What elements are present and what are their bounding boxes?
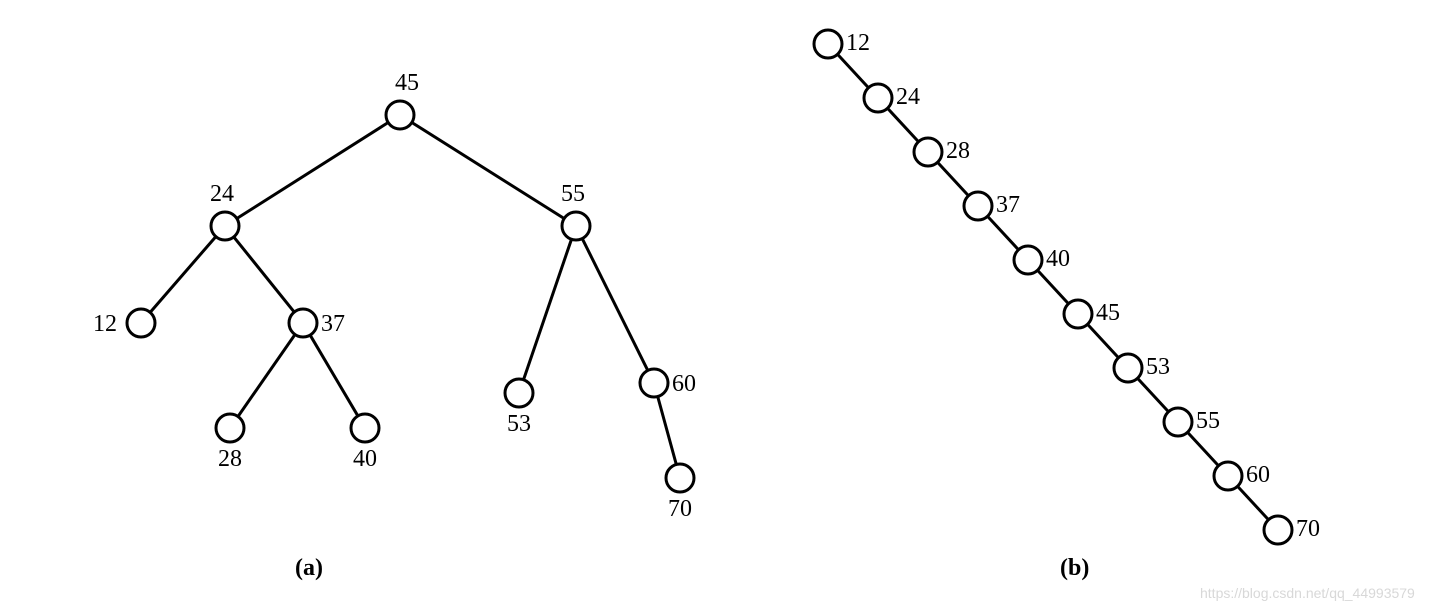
tree-node [127, 309, 155, 337]
tree-node-label: 40 [1046, 246, 1070, 272]
tree-edge [234, 237, 294, 312]
caption-b: (b) [1060, 555, 1089, 582]
tree-edge [1238, 486, 1269, 519]
tree-node [289, 309, 317, 337]
tree-edge [938, 162, 969, 195]
tree-node [386, 101, 414, 129]
tree-node-label: 24 [896, 84, 920, 110]
tree-edge [412, 122, 564, 218]
tree-edge [582, 239, 648, 371]
tree-edge [238, 334, 295, 416]
tree-node [562, 212, 590, 240]
tree-node [1064, 300, 1092, 328]
tree-node-label: 60 [672, 371, 696, 397]
tree-edge [1088, 324, 1119, 357]
watermark-text: https://blog.csdn.net/qq_44993579 [1200, 585, 1415, 601]
tree-node [666, 464, 694, 492]
tree-node [351, 414, 379, 442]
tree-node-label: 37 [321, 311, 345, 337]
tree-node-label: 70 [668, 496, 692, 522]
tree-edge [1138, 378, 1169, 411]
tree-node [964, 192, 992, 220]
tree-edge [888, 108, 919, 141]
tree-node-label: 53 [1146, 354, 1170, 380]
tree-node-label: 45 [1096, 300, 1120, 326]
tree-node [216, 414, 244, 442]
tree-node [640, 369, 668, 397]
tree-edge [988, 216, 1019, 249]
tree-node [1014, 246, 1042, 274]
tree-node-label: 28 [218, 446, 242, 472]
tree-node [1214, 462, 1242, 490]
tree-node-label: 60 [1246, 462, 1270, 488]
tree-node [914, 138, 942, 166]
tree-node [1164, 408, 1192, 436]
tree-node-label: 12 [93, 311, 117, 337]
tree-node [211, 212, 239, 240]
tree-node-label: 45 [395, 70, 419, 96]
tree-node-label: 53 [507, 411, 531, 437]
tree-node [505, 379, 533, 407]
tree-node-label: 70 [1296, 516, 1320, 542]
tree-edge [658, 397, 677, 465]
tree-node [1114, 354, 1142, 382]
tree-node-label: 40 [353, 446, 377, 472]
tree-node [814, 30, 842, 58]
tree-node-label: 12 [846, 30, 870, 56]
tree-edge [150, 237, 216, 313]
tree-node-label: 55 [1196, 408, 1220, 434]
diagram-canvas: 45 24 55 12 37 53 60 28 40 70 12 24 28 37 40 45 53 55 60 70 [0, 0, 1440, 600]
tree-edge [524, 239, 572, 380]
tree-node [1264, 516, 1292, 544]
caption-a: (a) [295, 555, 323, 582]
tree-edge [310, 335, 358, 416]
tree-edge [237, 122, 388, 218]
tree-edge [1188, 432, 1219, 465]
tree-node [864, 84, 892, 112]
tree-edge [1038, 270, 1069, 303]
tree-edge [838, 54, 869, 87]
tree-node-label: 24 [210, 181, 234, 207]
tree-node-label: 28 [946, 138, 970, 164]
tree-node-label: 55 [561, 181, 585, 207]
tree-node-label: 37 [996, 192, 1020, 218]
